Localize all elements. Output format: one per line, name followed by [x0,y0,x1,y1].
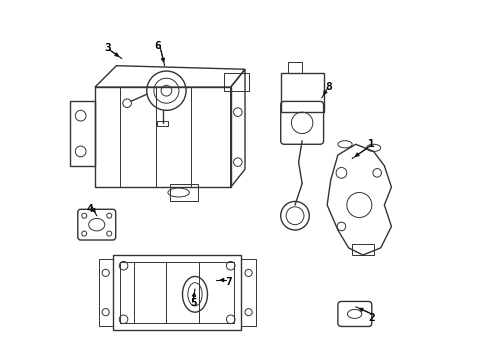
Bar [120,262,234,323]
Bar [223,73,248,91]
Bar [288,62,302,73]
Bar [113,255,242,330]
Text: 7: 7 [225,277,232,287]
Text: 3: 3 [104,43,111,53]
Text: 6: 6 [154,41,161,51]
Bar [157,121,168,126]
Text: 4: 4 [86,203,93,213]
Text: 5: 5 [190,298,196,308]
Bar [95,87,231,187]
Text: 2: 2 [368,312,375,323]
Bar [170,184,198,202]
Text: 8: 8 [325,82,332,92]
Bar [352,244,373,255]
Bar [98,258,113,327]
Text: 1: 1 [368,139,375,149]
Bar [281,73,323,112]
Bar [242,258,256,327]
